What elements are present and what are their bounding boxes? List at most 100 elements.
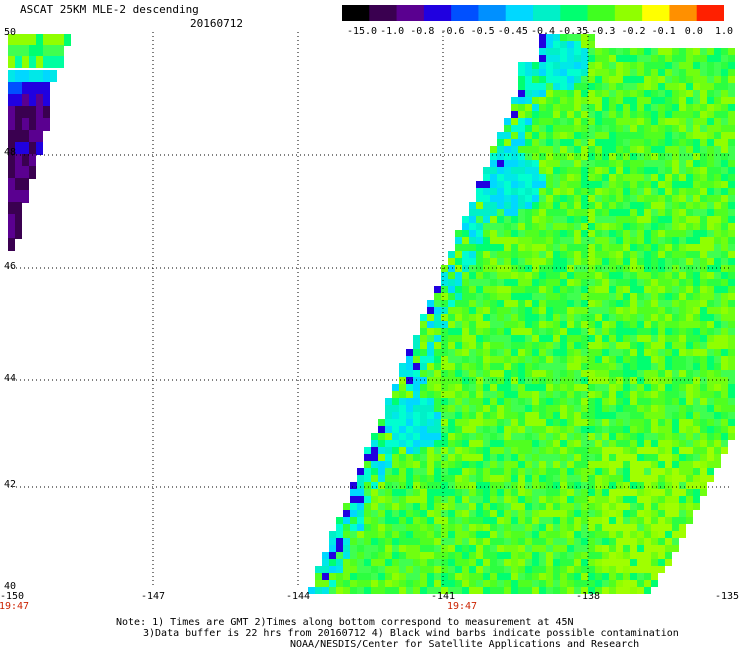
swath-cell: [644, 335, 651, 342]
swath-cell: [497, 531, 504, 538]
swath-cell: [308, 587, 315, 594]
swath-cell: [427, 356, 434, 363]
swath-cell: [679, 482, 686, 489]
swath-cell: [392, 538, 399, 545]
swath-cell: [546, 139, 553, 146]
swath-cell: [602, 517, 609, 524]
swath-cell: [651, 216, 658, 223]
swath-cell: [686, 370, 693, 377]
swath-cell: [567, 412, 574, 419]
swath-cell: [539, 496, 546, 503]
swath-cell: [553, 580, 560, 587]
swath-cell: [651, 223, 658, 230]
swath-cell: [364, 580, 371, 587]
swath-cell: [560, 545, 567, 552]
swath-cell: [525, 90, 532, 97]
swath-cell: [728, 216, 735, 223]
swath-cell: [658, 531, 665, 538]
swath-cell: [525, 356, 532, 363]
swath-cell: [406, 433, 413, 440]
swath-cell: [420, 321, 427, 328]
swath-cell: [693, 468, 700, 475]
swath-cell: [581, 90, 588, 97]
swath-cell: [693, 440, 700, 447]
swath-cell: [630, 531, 637, 538]
swath-cell: [721, 335, 728, 342]
swath-cell: [567, 314, 574, 321]
swath-cell: [630, 286, 637, 293]
swath-cell: [637, 132, 644, 139]
swath-cell: [609, 552, 616, 559]
swath-cell: [728, 244, 735, 251]
swath-cell: [574, 482, 581, 489]
swath-cell: [693, 167, 700, 174]
swath-cell: [406, 482, 413, 489]
swath-cell: [686, 223, 693, 230]
time-label-left: 19:47: [0, 601, 30, 612]
swath-cell: [539, 335, 546, 342]
swath-cell: [616, 538, 623, 545]
swath-cell: [630, 412, 637, 419]
swath-cell: [462, 573, 469, 580]
swath-cell: [623, 391, 630, 398]
swath-cell: [630, 454, 637, 461]
swath-cell: [504, 454, 511, 461]
swath-cell: [8, 106, 15, 119]
swath-cell: [686, 251, 693, 258]
swath-cell: [560, 426, 567, 433]
swath-cell: [637, 447, 644, 454]
swath-cell: [532, 370, 539, 377]
swath-cell: [581, 349, 588, 356]
swath-cell: [616, 384, 623, 391]
swath-cell: [546, 293, 553, 300]
swath-cell: [490, 552, 497, 559]
swath-cell: [483, 356, 490, 363]
swath-cell: [427, 545, 434, 552]
swath-cell: [504, 195, 511, 202]
swath-cell: [511, 209, 518, 216]
swath-cell: [714, 160, 721, 167]
swath-cell: [406, 559, 413, 566]
swath-cell: [707, 188, 714, 195]
swath-cell: [448, 426, 455, 433]
swath-cell: [434, 510, 441, 517]
swath-cell: [602, 146, 609, 153]
swath-cell: [553, 272, 560, 279]
swath-cell: [700, 76, 707, 83]
swath-cell: [455, 244, 462, 251]
swath-cell: [679, 503, 686, 510]
swath-cell: [539, 433, 546, 440]
swath-cell: [504, 587, 511, 594]
swath-cell: [434, 328, 441, 335]
swath-cell: [595, 426, 602, 433]
swath-cell: [651, 83, 658, 90]
swath-cell: [539, 251, 546, 258]
swath-cell: [609, 349, 616, 356]
swath-cell: [469, 342, 476, 349]
swath-cell: [553, 405, 560, 412]
swath-cell: [504, 524, 511, 531]
swath-cell: [553, 545, 560, 552]
swath-cell: [721, 314, 728, 321]
swath-cell: [581, 370, 588, 377]
swath-cell: [707, 314, 714, 321]
swath-cell: [546, 321, 553, 328]
swath-cell: [560, 132, 567, 139]
swath-cell: [343, 573, 350, 580]
swath-cell: [532, 559, 539, 566]
swath-cell: [406, 419, 413, 426]
swath-cell: [518, 265, 525, 272]
swath-cell: [29, 154, 36, 167]
swath-cell: [728, 398, 735, 405]
swath-cell: [462, 433, 469, 440]
swath-cell: [539, 321, 546, 328]
swath-cell: [616, 181, 623, 188]
swath-cell: [665, 419, 672, 426]
swath-cell: [651, 468, 658, 475]
swath-cell: [672, 510, 679, 517]
swath-cell: [574, 426, 581, 433]
swath-cell: [504, 384, 511, 391]
swath-cell: [581, 454, 588, 461]
swath-cell: [693, 83, 700, 90]
swath-cell: [525, 538, 532, 545]
